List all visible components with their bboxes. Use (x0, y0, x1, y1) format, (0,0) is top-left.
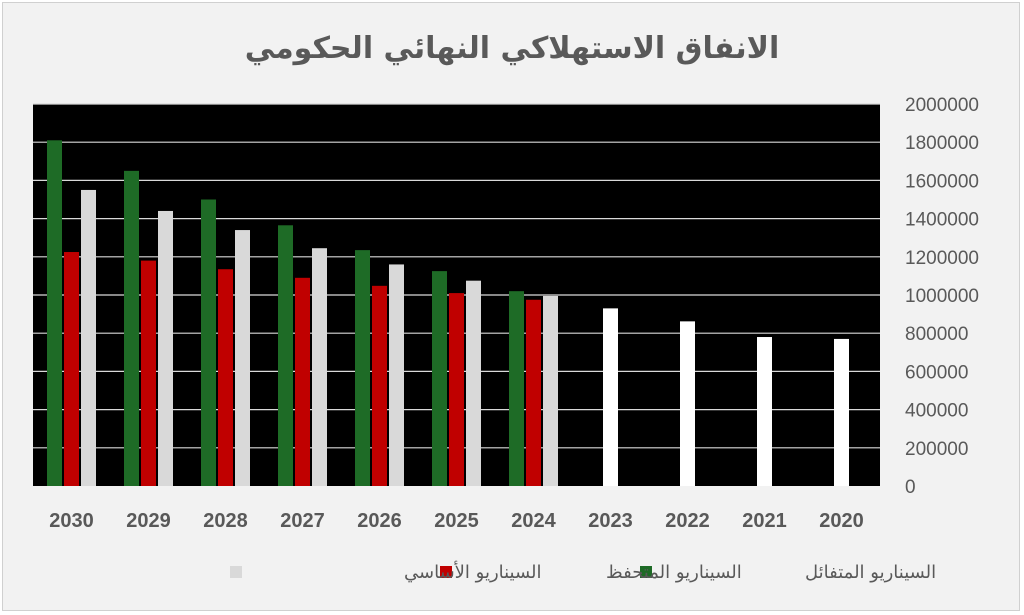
legend-swatch-conservative (440, 566, 452, 578)
x-tick-label: 2029 (126, 510, 171, 532)
conservative-bar (372, 285, 387, 486)
y-tick-label: 600000 (905, 362, 968, 383)
historical-bar (757, 337, 772, 486)
baseline-bar (81, 189, 96, 486)
x-tick-label: 2020 (819, 510, 864, 532)
x-tick-label: 2025 (434, 510, 479, 532)
optimistic-bar (278, 225, 293, 486)
y-tick-label: 1200000 (905, 248, 979, 269)
baseline-bar (235, 230, 250, 486)
baseline-bar (389, 264, 404, 486)
y-tick-label: 0 (905, 477, 916, 498)
conservative-bar (526, 299, 541, 486)
y-tick-label: 2000000 (905, 95, 979, 116)
legend-label-conservative: السيناريو المتحفظ (606, 562, 742, 583)
x-tick-label: 2022 (665, 510, 710, 532)
optimistic-bar (47, 140, 62, 487)
x-tick-label: 2030 (49, 510, 94, 532)
optimistic-bar (432, 271, 447, 486)
historical-bar (603, 308, 618, 486)
x-tick-label: 2026 (357, 510, 402, 532)
legend-label-baseline: السيناريو الأساسي (404, 561, 542, 583)
x-tick-label: 2021 (742, 510, 787, 532)
optimistic-bar (201, 199, 216, 486)
legend-swatch-baseline (230, 566, 242, 578)
baseline-bar (158, 210, 173, 486)
y-tick-label: 1000000 (905, 286, 979, 307)
y-tick-label: 1800000 (905, 133, 979, 154)
legend-label-optimistic: السيناريو المتفائل (805, 562, 936, 583)
y-tick-label: 400000 (905, 401, 968, 422)
conservative-bar (295, 277, 310, 486)
conservative-bar (218, 269, 233, 486)
conservative-bar (141, 260, 156, 486)
optimistic-bar (355, 250, 370, 486)
baseline-bar (312, 248, 327, 486)
conservative-bar (449, 293, 464, 486)
y-tick-label: 800000 (905, 324, 968, 345)
optimistic-bar (509, 291, 524, 486)
y-tick-label: 1600000 (905, 171, 979, 192)
x-tick-label: 2027 (280, 510, 325, 532)
baseline-bar (543, 295, 558, 486)
conservative-bar (64, 252, 79, 486)
y-tick-label: 1400000 (905, 210, 979, 231)
legend-swatch-optimistic (640, 566, 652, 578)
historical-bar (834, 338, 849, 486)
y-tick-label: 200000 (905, 439, 968, 460)
x-tick-label: 2028 (203, 510, 248, 532)
chart-title: الانفاق الاستهلاكي النهائي الحكومي (245, 31, 779, 66)
x-tick-label: 2024 (511, 510, 556, 532)
baseline-bar (466, 280, 481, 486)
historical-bar (680, 321, 695, 486)
optimistic-bar (124, 170, 139, 486)
x-tick-label: 2023 (588, 510, 633, 532)
